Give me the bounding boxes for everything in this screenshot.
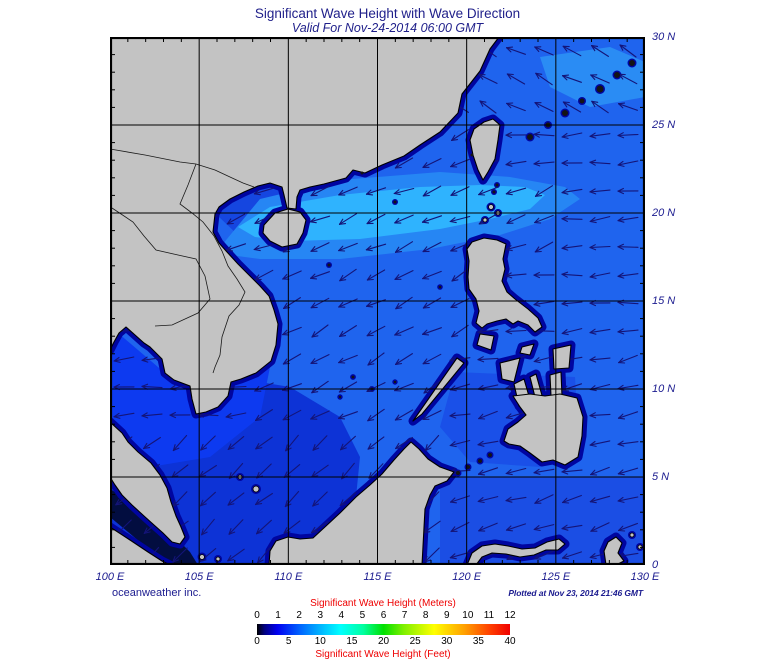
feet-tick: 0	[254, 636, 260, 647]
lat-tick-label: 20 N	[652, 207, 676, 219]
meters-tick: 6	[380, 610, 387, 621]
lon-tick-label: 120 E	[452, 571, 482, 583]
lat-tick-label: 0	[652, 559, 659, 571]
feet-tick: 20	[377, 636, 390, 647]
meters-tick: 11	[483, 610, 495, 621]
meters-tick: 5	[359, 610, 366, 621]
meters-tick: 9	[443, 610, 450, 621]
page-title: Significant Wave Height with Wave Direct…	[254, 6, 521, 21]
lat-tick-label: 10 N	[652, 383, 676, 395]
plotted-timestamp: Plotted at Nov 23, 2014 21:46 GMT	[508, 588, 643, 598]
meters-tick: 1	[275, 610, 281, 621]
lat-tick-label: 5 N	[652, 471, 670, 483]
meters-tick: 7	[401, 610, 408, 621]
lon-tick-label: 115 E	[363, 571, 392, 583]
lon-tick-label: 105 E	[184, 571, 214, 583]
lon-tick-label: 125 E	[541, 571, 571, 583]
legend-meters-label: Significant Wave Height (Meters)	[310, 598, 456, 609]
meters-tick: 12	[504, 610, 516, 621]
feet-tick: 10	[314, 636, 326, 647]
feet-tick: 15	[346, 636, 358, 647]
meters-tick: 8	[422, 610, 429, 621]
legend-colorbar	[257, 624, 510, 635]
feet-tick: 25	[409, 636, 421, 647]
lat-tick-label: 25 N	[652, 119, 676, 131]
lon-tick-label: 110 E	[274, 571, 303, 583]
feet-tick: 40	[504, 636, 516, 647]
legend-feet-label: Significant Wave Height (Feet)	[315, 649, 451, 660]
meters-tick: 3	[317, 610, 324, 621]
meters-tick: 0	[254, 610, 260, 621]
valid-time-subtitle: Valid For Nov-24-2014 06:00 GMT	[291, 21, 484, 35]
feet-tick: 5	[285, 636, 292, 647]
meters-tick: 2	[296, 610, 302, 621]
map-plot	[109, 36, 646, 566]
lon-tick-label: 130 E	[630, 571, 660, 583]
meters-tick: 4	[338, 610, 345, 621]
lon-tick-label: 100 E	[95, 571, 125, 583]
feet-tick: 35	[472, 636, 484, 647]
lat-tick-label: 30 N	[652, 31, 676, 43]
lat-tick-label: 15 N	[652, 295, 676, 307]
credit-text: oceanweather inc.	[112, 587, 202, 599]
feet-tick: 30	[441, 636, 453, 647]
meters-tick: 10	[462, 610, 474, 621]
